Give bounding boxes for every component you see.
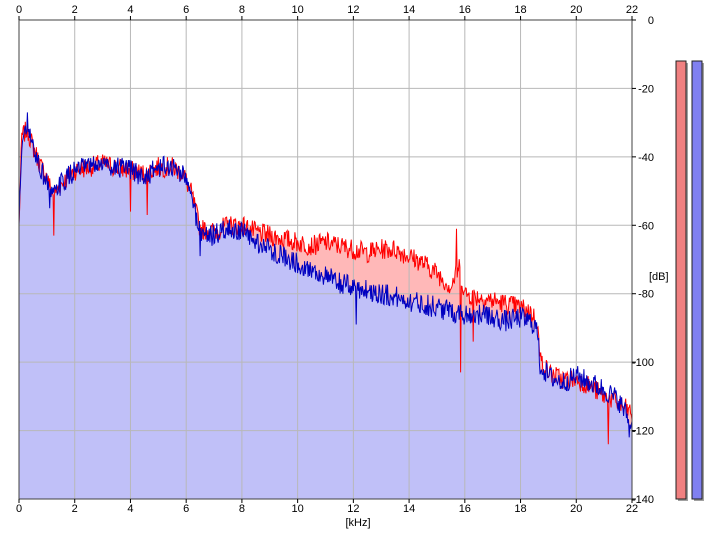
y-tick-label: -80 [638,289,654,301]
x-tick-label-top: 16 [459,4,471,16]
y-tick-label: -120 [632,426,654,438]
plot-frame [18,19,633,500]
x-tick-label-top: 4 [127,4,133,16]
x-axis-label: [kHz] [345,517,370,529]
x-tick-label-bottom: 22 [626,503,638,515]
y-tick-label: -140 [632,494,654,506]
level-meters [675,60,704,501]
y-axis-label: [dB] [649,271,669,283]
y-axis-right: 0 -20 -40 -60 -80 -100 -120 -140 [632,15,654,506]
x-axis-bottom: 0 2 4 6 8 10 12 14 16 18 20 22 [16,499,638,515]
x-tick-label-top: 6 [183,4,189,16]
level-meter-2 [691,60,703,500]
spectrum-fills [19,112,632,500]
x-axis-top: 0 2 4 6 8 10 12 14 16 18 20 22 [16,4,638,20]
x-tick-label-bottom: 14 [403,503,415,515]
x-tick-label-bottom: 8 [239,503,245,515]
x-tick-label-top: 8 [239,4,245,16]
x-tick-label-bottom: 4 [127,503,133,515]
x-tick-label-bottom: 0 [16,503,22,515]
x-tick-label-top: 22 [626,4,638,16]
x-tick-label-bottom: 6 [183,503,189,515]
x-tick-label-top: 2 [72,4,78,16]
x-tick-label-top: 14 [403,4,415,16]
series-2-fill [19,112,632,500]
x-tick-label-top: 0 [16,4,22,16]
y-tick-label: -40 [638,152,654,164]
y-tick-label: -100 [632,357,654,369]
x-tick-label-bottom: 16 [459,503,471,515]
spectrum-lines [18,112,633,445]
x-tick-label-bottom: 2 [72,503,78,515]
y-tick-label: -60 [638,220,654,232]
x-tick-label-top: 12 [347,4,359,16]
x-tick-label-bottom: 20 [570,503,582,515]
x-tick-label-top: 10 [292,4,304,16]
x-tick-label-bottom: 18 [514,503,526,515]
x-tick-label-bottom: 10 [292,503,304,515]
y-tick-label: 0 [648,15,654,27]
x-tick-label-bottom: 12 [347,503,359,515]
plot-border [18,19,633,500]
series-2-line [18,112,633,438]
x-tick-label-top: 18 [514,4,526,16]
level-meter-1 [675,60,687,500]
x-tick-label-top: 20 [570,4,582,16]
y-tick-label: -20 [638,83,654,95]
